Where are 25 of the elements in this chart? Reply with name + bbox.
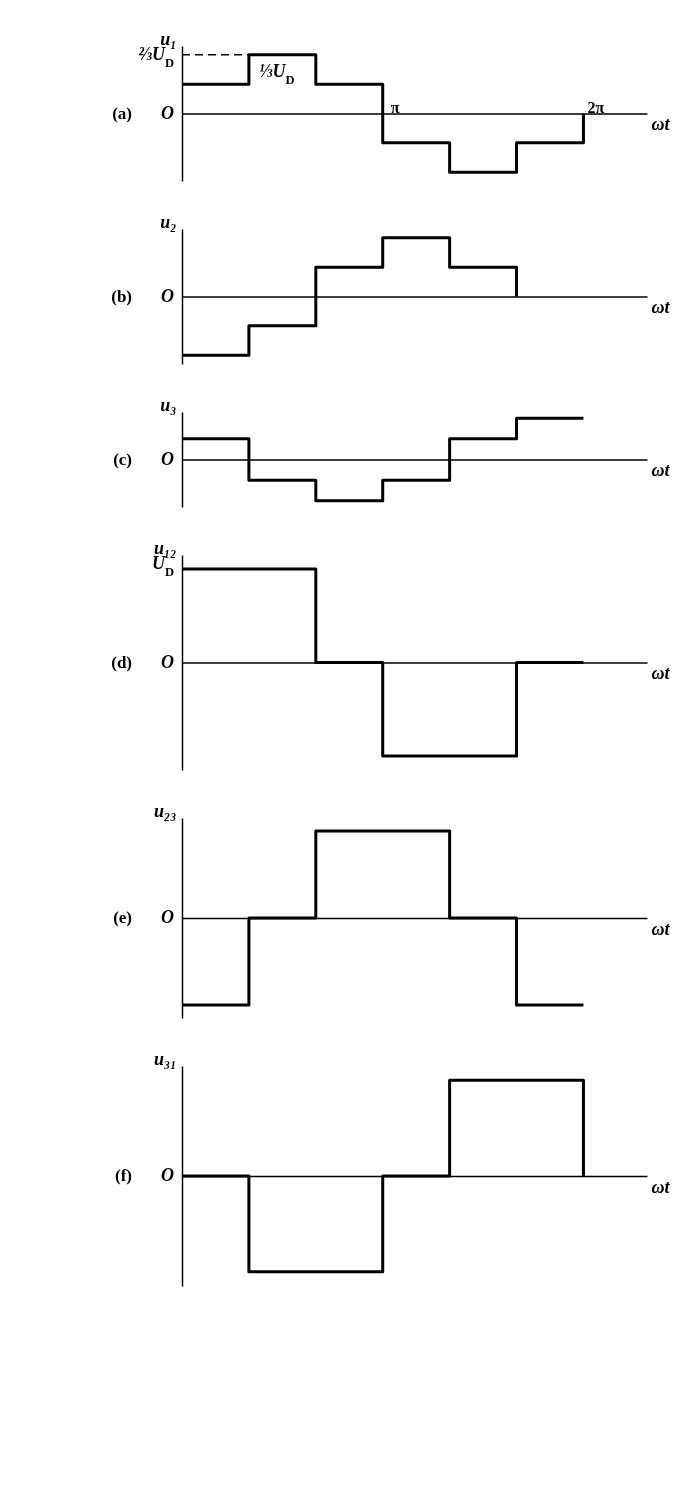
x-axis-title: ωt bbox=[651, 663, 671, 683]
x-axis-title: ωt bbox=[651, 460, 671, 480]
y-axis-title: u₃₁ bbox=[153, 1048, 177, 1069]
y-axis-title: u₂ bbox=[160, 211, 177, 232]
text: (e) bbox=[113, 908, 132, 927]
text: (c) bbox=[113, 449, 132, 469]
x-axis-title: ωt bbox=[651, 297, 671, 317]
text: O bbox=[161, 448, 174, 469]
text: (d) bbox=[111, 652, 132, 672]
x-tick-label: 2π bbox=[587, 99, 605, 116]
text: O bbox=[161, 285, 174, 306]
text: O bbox=[161, 102, 174, 123]
y-axis-title: u₂₃ bbox=[153, 800, 177, 821]
text: (a) bbox=[112, 103, 132, 123]
text: (f) bbox=[115, 1166, 132, 1185]
text: O bbox=[161, 907, 174, 927]
y-axis-title: u₃ bbox=[160, 394, 177, 415]
text: O bbox=[161, 1165, 174, 1185]
x-axis-title: ωt bbox=[651, 918, 671, 939]
x-axis-title: ωt bbox=[651, 1176, 671, 1197]
text: O bbox=[161, 651, 174, 672]
text: (b) bbox=[111, 286, 132, 306]
annotation: ⅓U$_{D}$ bbox=[258, 60, 295, 87]
x-axis-title: ωt bbox=[651, 114, 671, 134]
x-tick-label: π bbox=[390, 99, 400, 116]
